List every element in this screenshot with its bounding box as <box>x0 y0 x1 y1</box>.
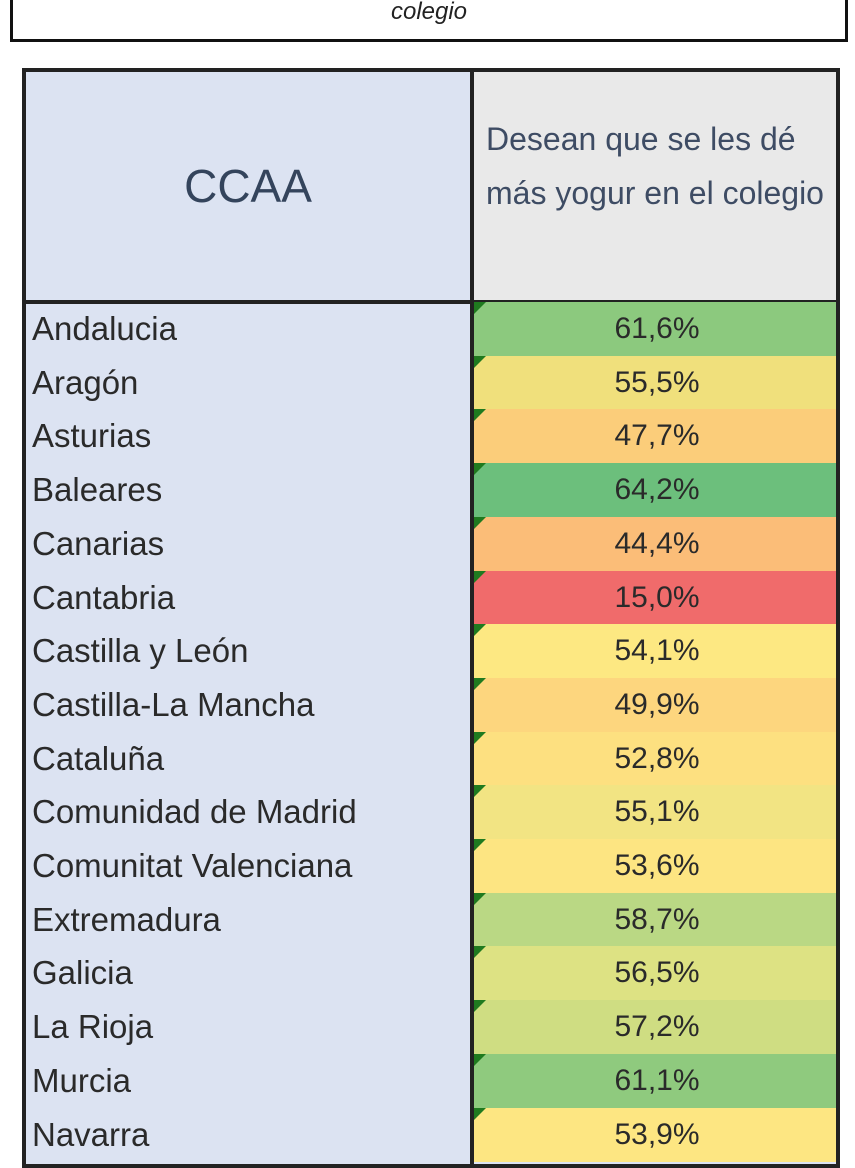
header-cell: CCAA <box>184 160 312 212</box>
cell-marker <box>474 355 486 368</box>
region-cell: Asturias <box>32 417 152 455</box>
value-cell: 55,1% <box>474 785 836 840</box>
value-cell: 54,1% <box>474 624 836 679</box>
region-cell: Aragón <box>32 363 139 401</box>
value-cell: 53,6% <box>474 839 836 893</box>
cell-marker <box>474 624 486 637</box>
header-border <box>26 300 836 304</box>
region-cell: Extremadura <box>32 900 221 938</box>
cell-marker <box>474 516 486 529</box>
header-cell: Desean que se les dé más yogur en el col… <box>474 72 836 300</box>
cell-marker <box>474 1000 486 1013</box>
region-cell: Comunidad de Madrid <box>32 793 357 831</box>
column-border <box>470 72 474 1164</box>
cell-marker <box>474 946 486 959</box>
region-cell: Navarra <box>32 1115 150 1153</box>
value-cell: 57,2% <box>474 1000 836 1055</box>
value-cell: 49,9% <box>474 677 836 732</box>
cell-marker <box>474 731 486 744</box>
value-cell: 61,6% <box>474 302 836 356</box>
value-cell: 56,5% <box>474 946 836 1001</box>
region-cell: Castilla y León <box>32 632 249 670</box>
value-cell: 47,7% <box>474 409 836 464</box>
region-cell: Andalucia <box>32 310 177 347</box>
region-cell: Canarias <box>32 524 165 562</box>
cell-marker <box>474 570 486 583</box>
table: CCAA Desean que se les dé más yogur en e… <box>22 68 840 1168</box>
cell-marker <box>474 302 486 314</box>
value-cell: 44,4% <box>474 516 836 571</box>
value-cell: 15,0% <box>474 570 836 625</box>
region-cell: Castilla-La Mancha <box>32 685 315 723</box>
cell-marker <box>474 785 486 798</box>
region-cell: La Rioja <box>32 1008 154 1046</box>
cell-marker <box>474 1107 486 1120</box>
page: colegio CCAA Desean que se les dé más yo… <box>10 0 848 1168</box>
region-cell: Murcia <box>32 1061 132 1099</box>
region-cell: Cataluña <box>32 739 165 777</box>
value-cell: 58,7% <box>474 892 836 947</box>
value-cell: 64,2% <box>474 463 836 518</box>
value-cell: 55,5% <box>474 355 836 410</box>
cell-marker <box>474 839 486 851</box>
caption-box: colegio <box>10 0 848 42</box>
cell-marker <box>474 463 486 476</box>
region-cell: Baleares <box>32 471 163 509</box>
region-cell: Galicia <box>32 954 133 992</box>
region-cell: Comunitat Valenciana <box>32 847 353 884</box>
value-cell: 61,1% <box>474 1053 836 1108</box>
value-cell: 53,9% <box>474 1107 836 1162</box>
caption: colegio <box>390 0 468 25</box>
cell-marker <box>474 677 486 690</box>
cell-marker <box>474 1053 486 1066</box>
value-cell: 52,8% <box>474 731 836 786</box>
region-cell: Cantabria <box>32 578 176 616</box>
cell-marker <box>474 409 486 422</box>
cell-marker <box>474 892 486 905</box>
